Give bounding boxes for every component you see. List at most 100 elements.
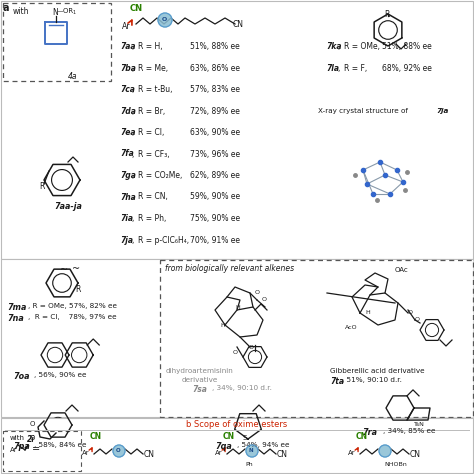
Text: CN: CN [90, 432, 102, 441]
Text: dihydroartemisinin: dihydroartemisinin [166, 368, 234, 374]
Text: ,: , [131, 149, 134, 158]
Text: R: R [39, 182, 45, 191]
Text: 2i: 2i [27, 435, 35, 444]
Text: R = F,: R = F, [344, 64, 367, 73]
Text: 51%, 88% ee: 51%, 88% ee [382, 42, 432, 51]
Text: 4a: 4a [68, 72, 78, 81]
Text: CN: CN [277, 450, 288, 459]
Text: OAc: OAc [395, 267, 409, 273]
Circle shape [113, 445, 125, 457]
Text: R = Me,: R = Me, [138, 64, 168, 73]
Text: R = H,: R = H, [138, 42, 163, 51]
Text: O: O [262, 297, 267, 302]
Text: H: H [365, 310, 370, 315]
Text: with: with [10, 435, 25, 441]
Text: ,: , [337, 42, 339, 51]
Circle shape [246, 445, 258, 457]
Text: 7ka: 7ka [326, 42, 341, 51]
Text: O: O [415, 317, 420, 322]
Text: Ar: Ar [215, 450, 223, 456]
Text: , 58%, 84% ee: , 58%, 84% ee [34, 442, 86, 448]
Text: 7pa: 7pa [13, 442, 30, 451]
Text: 7ea: 7ea [120, 128, 136, 137]
Text: —OR: —OR [57, 8, 74, 13]
Text: 73%, 96% ee: 73%, 96% ee [190, 149, 240, 158]
Text: R = OMe,: R = OMe, [344, 42, 380, 51]
Text: with: with [13, 7, 29, 16]
Text: R = p-ClC₆H₄,: R = p-ClC₆H₄, [138, 236, 189, 245]
Circle shape [379, 445, 391, 457]
Text: , 54%, 94% ee: , 54%, 94% ee [237, 442, 290, 448]
Text: 7da: 7da [120, 107, 136, 116]
Circle shape [158, 13, 172, 27]
Text: ,: , [131, 64, 134, 73]
Text: 63%, 90% ee: 63%, 90% ee [190, 128, 240, 137]
Text: CN: CN [356, 432, 368, 441]
Text: R: R [384, 10, 390, 19]
Text: S: S [243, 435, 247, 441]
Text: ,: , [131, 85, 134, 94]
Text: TsN: TsN [414, 422, 425, 427]
Text: 7na: 7na [7, 314, 24, 323]
Text: 7ma: 7ma [7, 303, 27, 312]
Text: b Scope of oxime esters: b Scope of oxime esters [186, 420, 288, 429]
Text: R = CO₂Me,: R = CO₂Me, [138, 171, 182, 180]
Text: Ar: Ar [10, 447, 18, 453]
Text: 7qa: 7qa [215, 442, 232, 451]
Text: X-ray crystal structure of: X-ray crystal structure of [318, 108, 408, 114]
Text: ,: , [131, 214, 134, 223]
Text: 7ra: 7ra [362, 428, 377, 437]
Text: 7la: 7la [326, 64, 339, 73]
Text: ,: , [337, 64, 339, 73]
Text: Ph: Ph [245, 462, 253, 467]
Text: 63%, 86% ee: 63%, 86% ee [190, 64, 240, 73]
Text: 7fa: 7fa [120, 149, 134, 158]
Text: 7ja: 7ja [436, 108, 448, 114]
Text: O: O [255, 290, 260, 295]
Text: R = Cl,: R = Cl, [138, 128, 164, 137]
Text: a: a [3, 3, 9, 13]
Text: N: N [52, 8, 58, 17]
Text: O: O [30, 435, 36, 441]
Text: Gibberellic acid derivative: Gibberellic acid derivative [330, 368, 425, 374]
Text: 68%, 92% ee: 68%, 92% ee [382, 64, 432, 73]
Text: ,  R = Cl,    78%, 97% ee: , R = Cl, 78%, 97% ee [28, 314, 117, 320]
Text: R = Ph,: R = Ph, [138, 214, 166, 223]
Text: CN: CN [130, 4, 143, 13]
Text: CN: CN [223, 432, 235, 441]
Text: O: O [116, 448, 120, 453]
Text: 75%, 90% ee: 75%, 90% ee [190, 214, 240, 223]
Text: ~: ~ [60, 265, 68, 275]
Text: , 34%, 90:10 d.r.: , 34%, 90:10 d.r. [212, 385, 272, 391]
Text: ,: , [131, 107, 134, 116]
Text: ~: ~ [72, 264, 80, 274]
Text: ,: , [131, 236, 134, 245]
Text: 7sa: 7sa [192, 385, 208, 394]
Text: ,: , [131, 128, 134, 137]
Text: ,: , [131, 192, 134, 201]
Text: 70%, 91% ee: 70%, 91% ee [190, 236, 240, 245]
Text: 7ha: 7ha [120, 192, 136, 201]
Text: 7ga: 7ga [120, 171, 136, 180]
Text: 72%, 89% ee: 72%, 89% ee [190, 107, 240, 116]
Text: R = Br,: R = Br, [138, 107, 165, 116]
Text: ,: , [131, 42, 134, 51]
Text: O: O [408, 310, 413, 315]
Text: H: H [220, 323, 225, 328]
Text: Ar: Ar [82, 450, 90, 456]
Text: , 51%, 90:10 d.r.: , 51%, 90:10 d.r. [342, 377, 402, 383]
Text: CN: CN [410, 450, 421, 459]
Text: CN: CN [233, 20, 244, 29]
Text: 7ja: 7ja [120, 236, 133, 245]
Text: AcO: AcO [345, 325, 357, 330]
Text: 7oa: 7oa [13, 372, 29, 381]
Text: R = CF₃,: R = CF₃, [138, 149, 170, 158]
Text: 7aa-ja: 7aa-ja [54, 202, 82, 211]
Text: , 56%, 90% ee: , 56%, 90% ee [34, 372, 86, 378]
Text: 62%, 89% ee: 62%, 89% ee [190, 171, 240, 180]
Text: 7ca: 7ca [120, 85, 135, 94]
Text: Ar: Ar [122, 22, 130, 31]
Text: O: O [162, 17, 167, 22]
Text: Ar: Ar [348, 450, 356, 456]
Text: N: N [249, 448, 254, 453]
